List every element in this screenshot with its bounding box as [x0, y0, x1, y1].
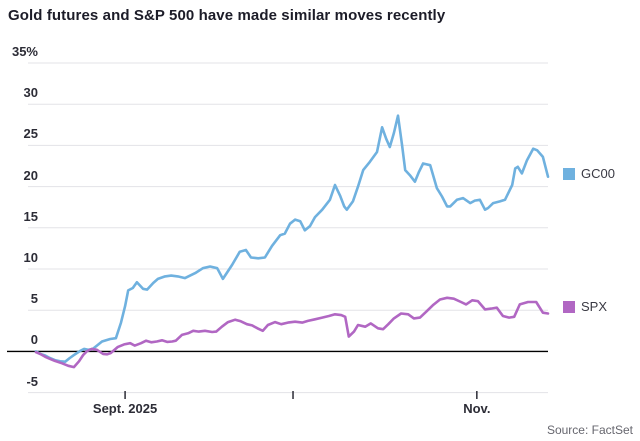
chart-title: Gold futures and S&P 500 have made simil…	[8, 7, 446, 24]
y-tick-label: -5	[26, 373, 38, 389]
legend-item-spx: SPX	[563, 299, 607, 314]
spx-legend-label: SPX	[581, 299, 608, 314]
y-tick-label: 10	[23, 250, 38, 265]
y-tick-label: 35%	[11, 44, 38, 59]
y-tick-label: 0	[30, 332, 38, 348]
spx-legend-swatch	[563, 300, 575, 313]
series-line-spx	[34, 296, 550, 369]
y-tick-label: 15	[23, 208, 38, 224]
y-tick-label: 25	[23, 126, 38, 142]
y-tick-label: 30	[23, 85, 38, 101]
gc00-legend-label: GC00	[581, 166, 615, 181]
x-tick-label: Nov.	[463, 401, 491, 416]
y-tick-label: 20	[23, 167, 38, 183]
x-tick-label: Sept. 2025	[92, 401, 158, 416]
y-tick-label: 5	[30, 291, 38, 307]
gc00-legend-swatch	[563, 167, 575, 180]
legend-item-gc00: GC00	[563, 166, 615, 181]
series-line-gc00	[34, 114, 550, 364]
source-attribution: Source: FactSet	[546, 423, 633, 437]
